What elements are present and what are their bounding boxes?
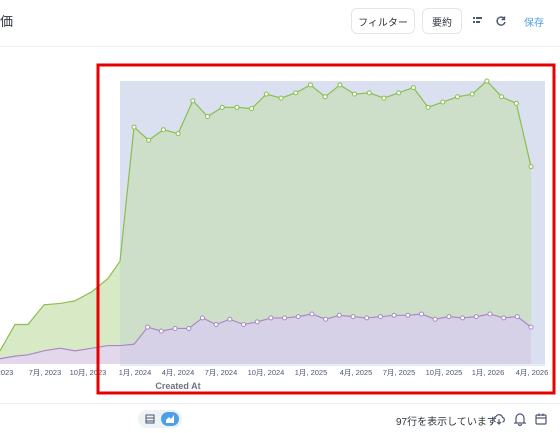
highlight-box — [96, 63, 556, 395]
view-toggle[interactable] — [138, 410, 182, 428]
selection-tint — [120, 81, 545, 364]
series-green-point — [454, 94, 460, 100]
series-purple-point — [514, 314, 520, 320]
question-title: 価 — [0, 14, 14, 29]
x-tick-label: 10月, 2025 — [426, 368, 463, 377]
series-purple-point — [309, 311, 315, 317]
table-view-icon[interactable] — [142, 412, 158, 426]
series-green-point — [131, 124, 137, 130]
series-green-point — [175, 131, 181, 137]
series-purple-point — [186, 325, 192, 331]
series-green-point — [513, 100, 519, 106]
series-purple-point — [336, 312, 342, 318]
series-purple-area — [0, 313, 531, 364]
x-tick-label: 4月, 2024 — [162, 368, 195, 377]
series-green-point — [425, 104, 431, 110]
x-tick-label: 7月, 2023 — [29, 368, 62, 377]
x-tick-label: 7月, 2025 — [383, 368, 416, 377]
series-purple-point — [528, 324, 534, 330]
series-purple-point — [199, 315, 205, 321]
series-purple-point — [282, 315, 288, 321]
series-green-point — [352, 91, 358, 97]
series-purple-point — [145, 324, 151, 330]
query-header: 価 フィルター 要約 保存 — [0, 0, 560, 47]
series-green-point — [484, 78, 490, 84]
calendar-icon[interactable] — [534, 412, 548, 426]
x-tick-label: 7月, 2024 — [205, 368, 238, 377]
x-tick-label: 10月, 2023 — [70, 368, 107, 377]
series-green-point — [263, 91, 269, 97]
series-purple-point — [377, 314, 383, 320]
series-purple-point — [501, 315, 507, 321]
series-green-point — [499, 94, 505, 100]
series-green-point — [440, 99, 446, 105]
row-count: 97行を表示しています — [396, 417, 497, 428]
series-purple-point — [254, 319, 260, 325]
series-green-point — [249, 106, 255, 112]
series-purple-point — [172, 325, 178, 331]
series-green-point — [528, 164, 534, 170]
series-purple-point — [364, 315, 370, 321]
area-chart: 2023 7月, 2023 10月, 2023 1月, 2024 4月, 2024 7月,… — [0, 63, 556, 395]
series-purple-point — [432, 316, 438, 322]
footer-bar: 97行を表示しています — [0, 403, 560, 433]
series-green-point — [307, 82, 313, 88]
series-purple-point — [227, 316, 233, 322]
series-green-point — [278, 95, 284, 101]
series-purple-point — [268, 315, 274, 321]
series-purple-point — [473, 314, 479, 320]
series-green-point — [381, 95, 387, 101]
x-tick-label: 4月, 2026 — [516, 368, 549, 377]
x-tick-label: 1月, 2025 — [295, 368, 328, 377]
x-tick-label: 1月, 2026 — [472, 368, 505, 377]
series-green-point — [322, 94, 328, 100]
filter-button[interactable]: フィルター — [351, 8, 415, 34]
series-purple-point — [158, 328, 164, 334]
series-purple-point — [405, 312, 411, 318]
series-green-point — [219, 104, 225, 110]
series-green-point — [234, 104, 240, 110]
x-tick-label: 1月, 2024 — [119, 368, 152, 377]
save-button[interactable]: 保存 — [524, 18, 544, 29]
series-purple-point — [460, 315, 466, 321]
series-green-point — [366, 90, 372, 96]
refresh-icon[interactable] — [494, 14, 508, 28]
series-purple-point — [446, 314, 452, 320]
summarize-button[interactable]: 要約 — [422, 8, 462, 34]
x-tick-label: 10月, 2024 — [248, 368, 285, 377]
x-axis-label: Created At — [155, 381, 200, 391]
series-green-point — [469, 91, 475, 97]
series-purple-point — [241, 322, 247, 328]
series-purple-point — [323, 316, 329, 322]
chart-view-icon[interactable] — [161, 412, 179, 426]
x-tick-label: 4月, 2025 — [340, 368, 373, 377]
download-icon[interactable] — [492, 412, 506, 426]
series-purple-point — [295, 314, 301, 320]
series-green-point — [337, 82, 343, 88]
sort-icon[interactable] — [471, 14, 485, 28]
series-purple-point — [487, 311, 493, 317]
series-purple-point — [418, 311, 424, 317]
series-green-point — [205, 114, 211, 120]
series-green-point — [146, 137, 152, 143]
series-green-point — [160, 127, 166, 133]
series-green-point — [410, 85, 416, 91]
bell-icon[interactable] — [513, 412, 527, 427]
series-green-area — [0, 81, 531, 364]
series-green-point — [396, 90, 402, 96]
series-purple-point — [391, 312, 397, 318]
x-tick-label: 2023 — [0, 368, 13, 377]
series-green-point — [190, 98, 196, 104]
series-purple-point — [213, 322, 219, 328]
series-green-point — [293, 90, 299, 96]
series-purple-point — [350, 314, 356, 320]
